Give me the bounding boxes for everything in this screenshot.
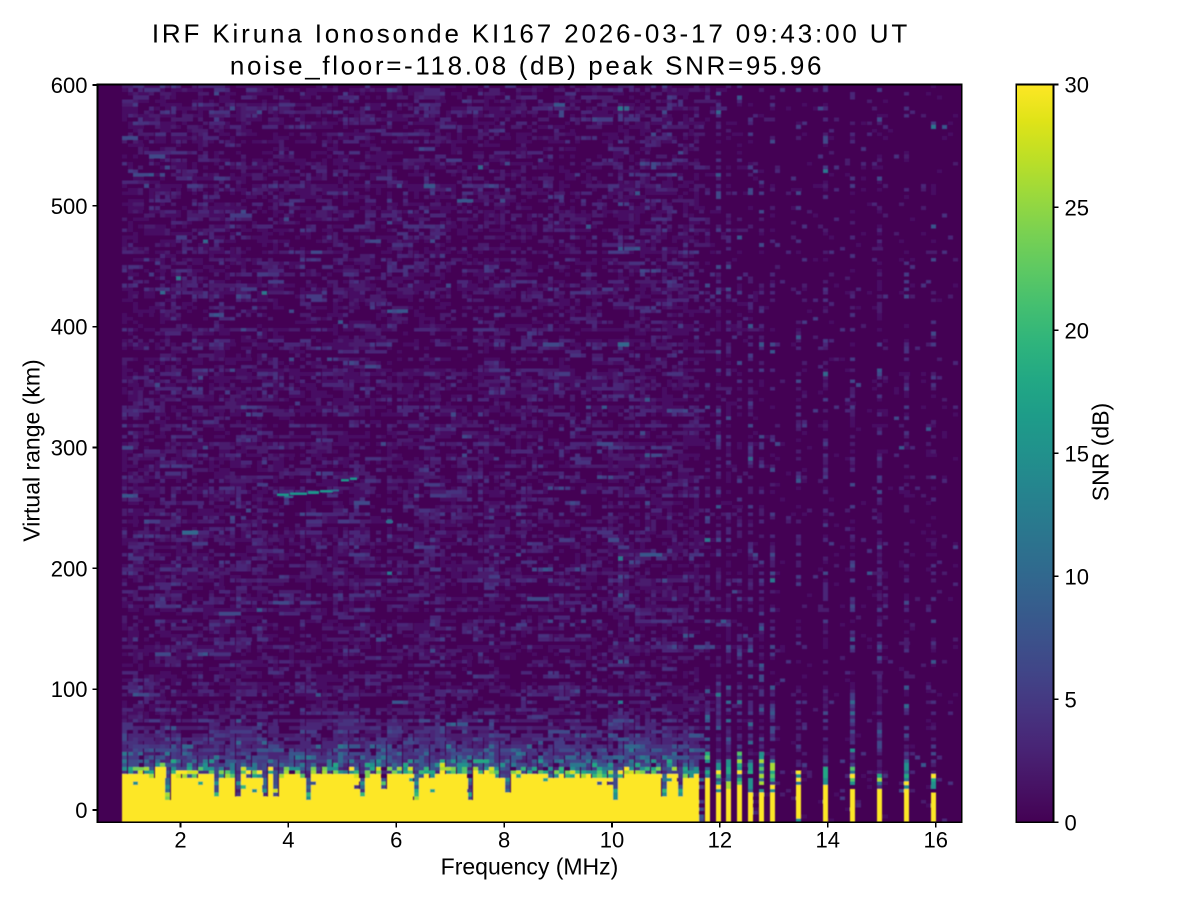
svg-text:30: 30 xyxy=(1065,73,1089,98)
svg-text:200: 200 xyxy=(51,556,88,581)
svg-text:0: 0 xyxy=(1065,810,1077,835)
svg-text:25: 25 xyxy=(1065,196,1089,221)
svg-text:12: 12 xyxy=(708,828,732,853)
svg-text:14: 14 xyxy=(816,828,840,853)
svg-text:6: 6 xyxy=(390,828,402,853)
svg-text:10: 10 xyxy=(1065,564,1089,589)
svg-text:600: 600 xyxy=(51,73,88,98)
svg-text:5: 5 xyxy=(1065,687,1077,712)
svg-text:2: 2 xyxy=(174,828,186,853)
svg-text:400: 400 xyxy=(51,315,88,340)
svg-text:Frequency (MHz): Frequency (MHz) xyxy=(441,853,619,879)
svg-text:10: 10 xyxy=(600,828,624,853)
svg-text:500: 500 xyxy=(51,194,88,219)
svg-text:4: 4 xyxy=(282,828,294,853)
svg-text:16: 16 xyxy=(923,828,947,853)
svg-text:IRF Kiruna Ionosonde KI167 202: IRF Kiruna Ionosonde KI167 2026-03-17 09… xyxy=(152,18,910,48)
svg-text:noise_floor=-118.08 (dB) peak: noise_floor=-118.08 (dB) peak SNR=95.96 xyxy=(230,50,824,80)
svg-text:0: 0 xyxy=(75,798,87,823)
svg-text:SNR (dB): SNR (dB) xyxy=(1087,403,1113,501)
svg-text:300: 300 xyxy=(51,436,88,461)
svg-text:20: 20 xyxy=(1065,319,1089,344)
svg-text:8: 8 xyxy=(498,828,510,853)
svg-text:100: 100 xyxy=(51,677,88,702)
svg-text:15: 15 xyxy=(1065,442,1089,467)
svg-text:Virtual range (km): Virtual range (km) xyxy=(19,359,45,541)
